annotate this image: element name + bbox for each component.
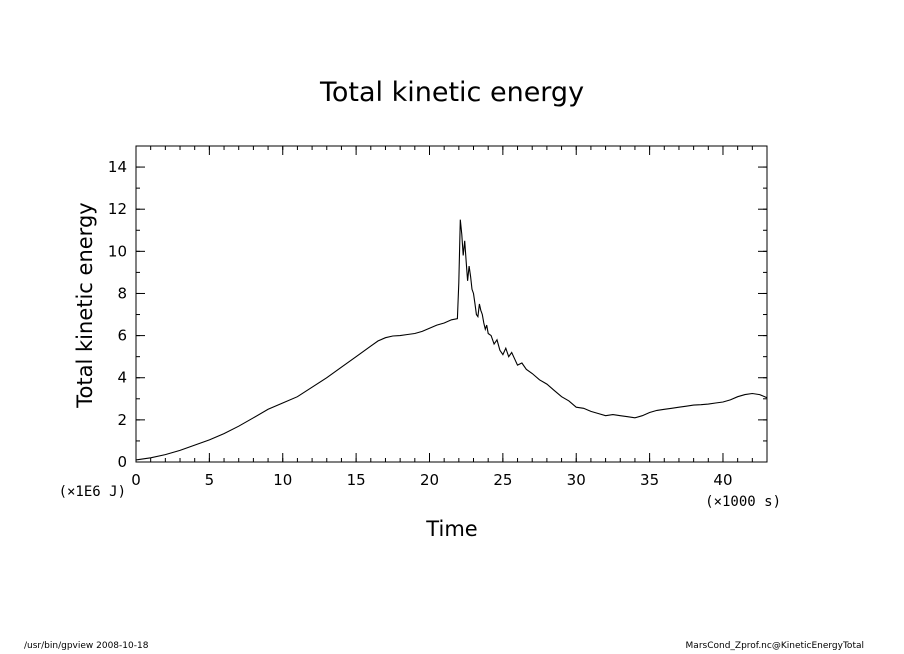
x-tick-label: 10 [273, 471, 292, 489]
x-tick-label: 15 [347, 471, 366, 489]
x-tick-label: 5 [205, 471, 215, 489]
y-tick-label: 10 [108, 242, 127, 260]
x-tick-label: 30 [567, 471, 586, 489]
y-unit-label: (×1E6 J) [59, 484, 126, 500]
footer-program-date: /usr/bin/gpview 2008-10-18 [24, 641, 149, 651]
y-tick-label: 4 [117, 369, 127, 387]
x-tick-label: 25 [493, 471, 512, 489]
footer-source: MarsCond_Zprof.nc@KineticEnergyTotal [685, 641, 864, 651]
y-tick-label: 12 [108, 200, 127, 218]
x-tick-label: 35 [640, 471, 659, 489]
x-unit-label: (×1000 s) [705, 494, 781, 510]
plot-frame [135, 145, 768, 463]
chart-title: Total kinetic energy [319, 77, 584, 108]
y-axis-label: Total kinetic energy [73, 202, 97, 408]
x-tick-label: 40 [713, 471, 732, 489]
y-tick-label: 0 [117, 453, 127, 471]
y-tick-label: 2 [117, 411, 127, 429]
x-tick-label: 20 [420, 471, 439, 489]
axis-ticks: 0 5 10 15 20 25 30 35 40 0 2 4 6 8 10 12 14 [108, 145, 768, 489]
y-tick-label: 14 [108, 158, 127, 176]
x-axis-label: Time [425, 517, 477, 541]
x-tick-label: 0 [131, 471, 141, 489]
series-line [135, 219, 768, 461]
y-tick-label: 6 [117, 327, 127, 345]
y-tick-label: 8 [117, 284, 127, 302]
